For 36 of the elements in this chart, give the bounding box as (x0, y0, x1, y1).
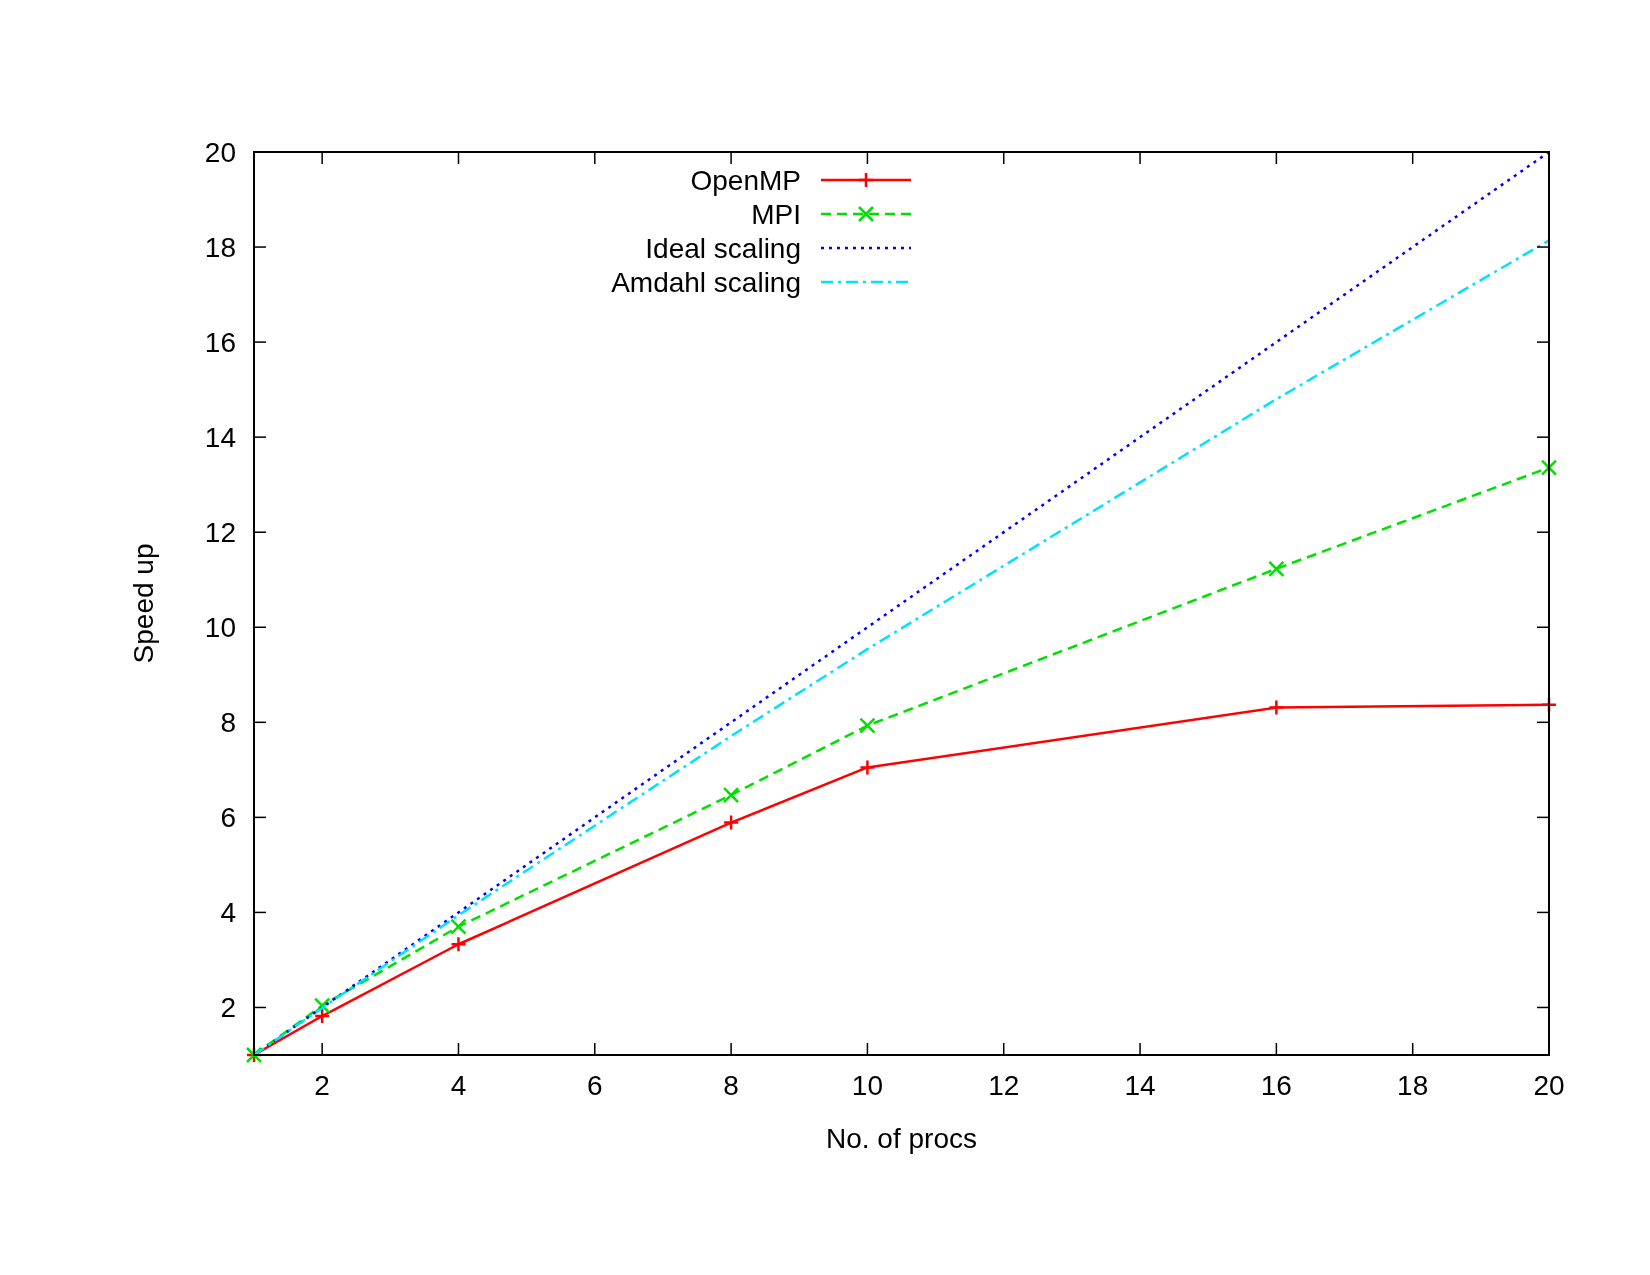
point (722, 814, 740, 831)
x-tick-label: 12 (988, 1070, 1020, 1101)
legend-label: Ideal scaling (645, 233, 801, 264)
x-tick-label: 14 (1124, 1070, 1156, 1101)
y-tick-label: 8 (220, 707, 236, 739)
x-axis-title: No. of procs (826, 1123, 977, 1154)
x-tick-label: 20 (1533, 1070, 1565, 1101)
y-tick-label: 6 (220, 802, 236, 834)
legend-label: OpenMP (690, 165, 801, 196)
y-tick-label: 2 (220, 992, 236, 1024)
x-tick-label: 10 (851, 1070, 883, 1101)
point (450, 918, 467, 935)
legend-label: MPI (751, 199, 801, 230)
y-tick-label: 10 (204, 612, 236, 644)
point (859, 717, 876, 734)
y-tick-label: 16 (204, 327, 236, 359)
y-tick-label: 4 (220, 897, 236, 929)
point (859, 759, 876, 776)
point (1540, 459, 1558, 476)
point (1268, 560, 1285, 578)
x-tick-label: 2 (314, 1070, 330, 1101)
y-tick-label: 18 (204, 232, 236, 264)
point (313, 1007, 331, 1025)
x-tick-label: 4 (450, 1070, 467, 1101)
y-tick-label: 20 (204, 137, 236, 168)
y-tick-label: 12 (204, 517, 236, 549)
x-tick-label: 6 (587, 1070, 603, 1101)
point (1268, 699, 1285, 716)
y-tick-label: 14 (204, 422, 236, 454)
legend-label: Amdahl scaling (611, 267, 801, 298)
x-tick-label: 18 (1397, 1070, 1429, 1101)
x-tick-label: 8 (723, 1070, 739, 1101)
point (450, 936, 467, 953)
point (722, 786, 740, 804)
x-tick-label: 16 (1260, 1070, 1292, 1101)
y-axis-title: Speed up (128, 543, 159, 664)
